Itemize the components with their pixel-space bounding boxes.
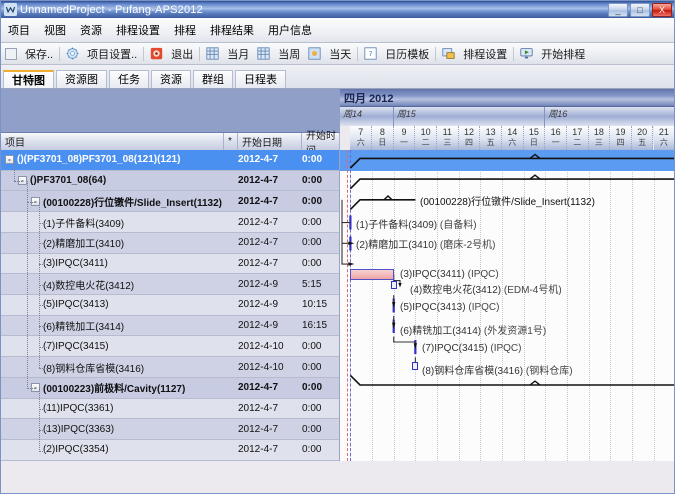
svg-text:7: 7 bbox=[369, 51, 373, 58]
